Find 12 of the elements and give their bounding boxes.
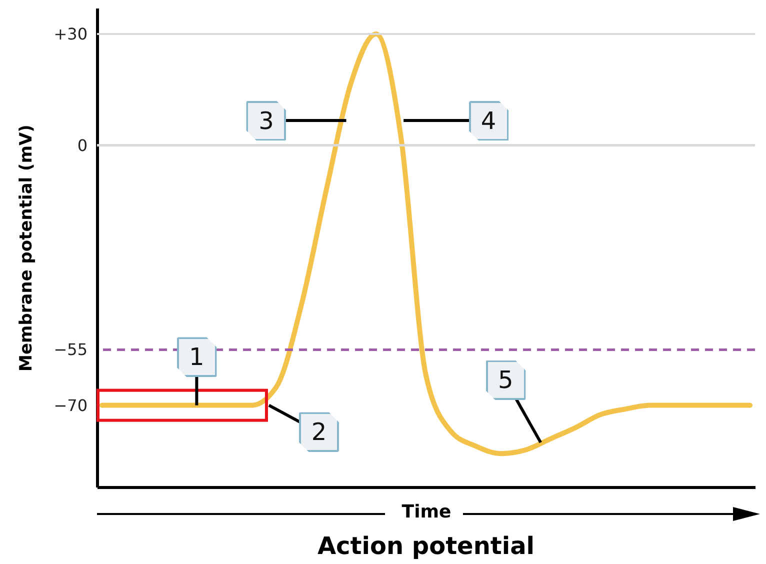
callout-box: 4	[468, 100, 509, 140]
y-tick-label: 0	[77, 136, 88, 155]
callout-box: 2	[298, 412, 339, 452]
callout-box: 1	[176, 337, 217, 378]
y-axis-title: Membrane potential (mV)	[16, 124, 37, 372]
y-tick-label: +30	[54, 24, 88, 44]
text: Action potential	[317, 532, 535, 560]
callout-box: 5	[486, 360, 526, 400]
y-tick-label: −55	[54, 340, 88, 360]
y-tick-label: −70	[54, 396, 88, 415]
x-axis-title: Time	[402, 502, 452, 522]
callout-box: 3	[246, 100, 286, 140]
